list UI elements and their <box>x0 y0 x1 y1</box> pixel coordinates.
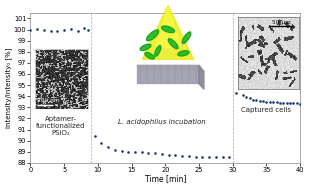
Point <box>240 94 245 97</box>
Text: L. acidophilus incubation: L. acidophilus incubation <box>118 119 206 125</box>
Point <box>180 154 185 157</box>
Point <box>173 154 178 157</box>
Point <box>166 153 171 156</box>
Point <box>281 101 286 104</box>
Point <box>298 102 303 105</box>
Point <box>227 156 232 159</box>
Point <box>92 135 97 138</box>
Point <box>28 28 33 31</box>
Point <box>186 155 191 158</box>
Point <box>271 101 276 104</box>
Point <box>153 152 158 155</box>
Point <box>69 27 73 30</box>
Text: Captured cells: Captured cells <box>241 107 291 113</box>
Point <box>35 27 40 30</box>
Point <box>193 155 198 158</box>
Point <box>62 28 67 31</box>
Point <box>42 28 46 31</box>
Point <box>139 151 144 154</box>
Point <box>267 100 272 103</box>
Point <box>55 29 60 32</box>
Point <box>112 148 117 151</box>
Point <box>75 29 80 32</box>
Point <box>213 156 218 159</box>
Text: Aptamer-
functionalized
PSiO₂: Aptamer- functionalized PSiO₂ <box>36 116 86 136</box>
Point <box>247 97 252 100</box>
Point <box>274 101 279 104</box>
Point <box>261 100 266 103</box>
Point <box>264 100 269 103</box>
Point <box>284 101 289 104</box>
Point <box>250 98 255 101</box>
Point <box>85 28 90 31</box>
Point <box>99 141 104 144</box>
Point <box>254 99 259 102</box>
Point <box>159 153 164 156</box>
Point <box>220 156 225 159</box>
Point <box>277 101 282 104</box>
Point <box>244 96 249 99</box>
Point <box>200 156 205 159</box>
Point <box>207 156 212 159</box>
Point <box>126 150 131 153</box>
Point <box>132 150 137 153</box>
Y-axis label: Intensity/Intensity₀ [%]: Intensity/Intensity₀ [%] <box>6 48 12 128</box>
Point <box>257 99 262 102</box>
Point <box>146 151 151 154</box>
Point <box>234 91 239 94</box>
Point <box>105 146 110 149</box>
Point <box>119 149 124 152</box>
Point <box>291 102 296 105</box>
X-axis label: Time [min]: Time [min] <box>144 174 186 184</box>
Point <box>82 27 87 30</box>
Point <box>48 30 53 33</box>
Point <box>288 102 293 105</box>
Point <box>294 102 299 105</box>
